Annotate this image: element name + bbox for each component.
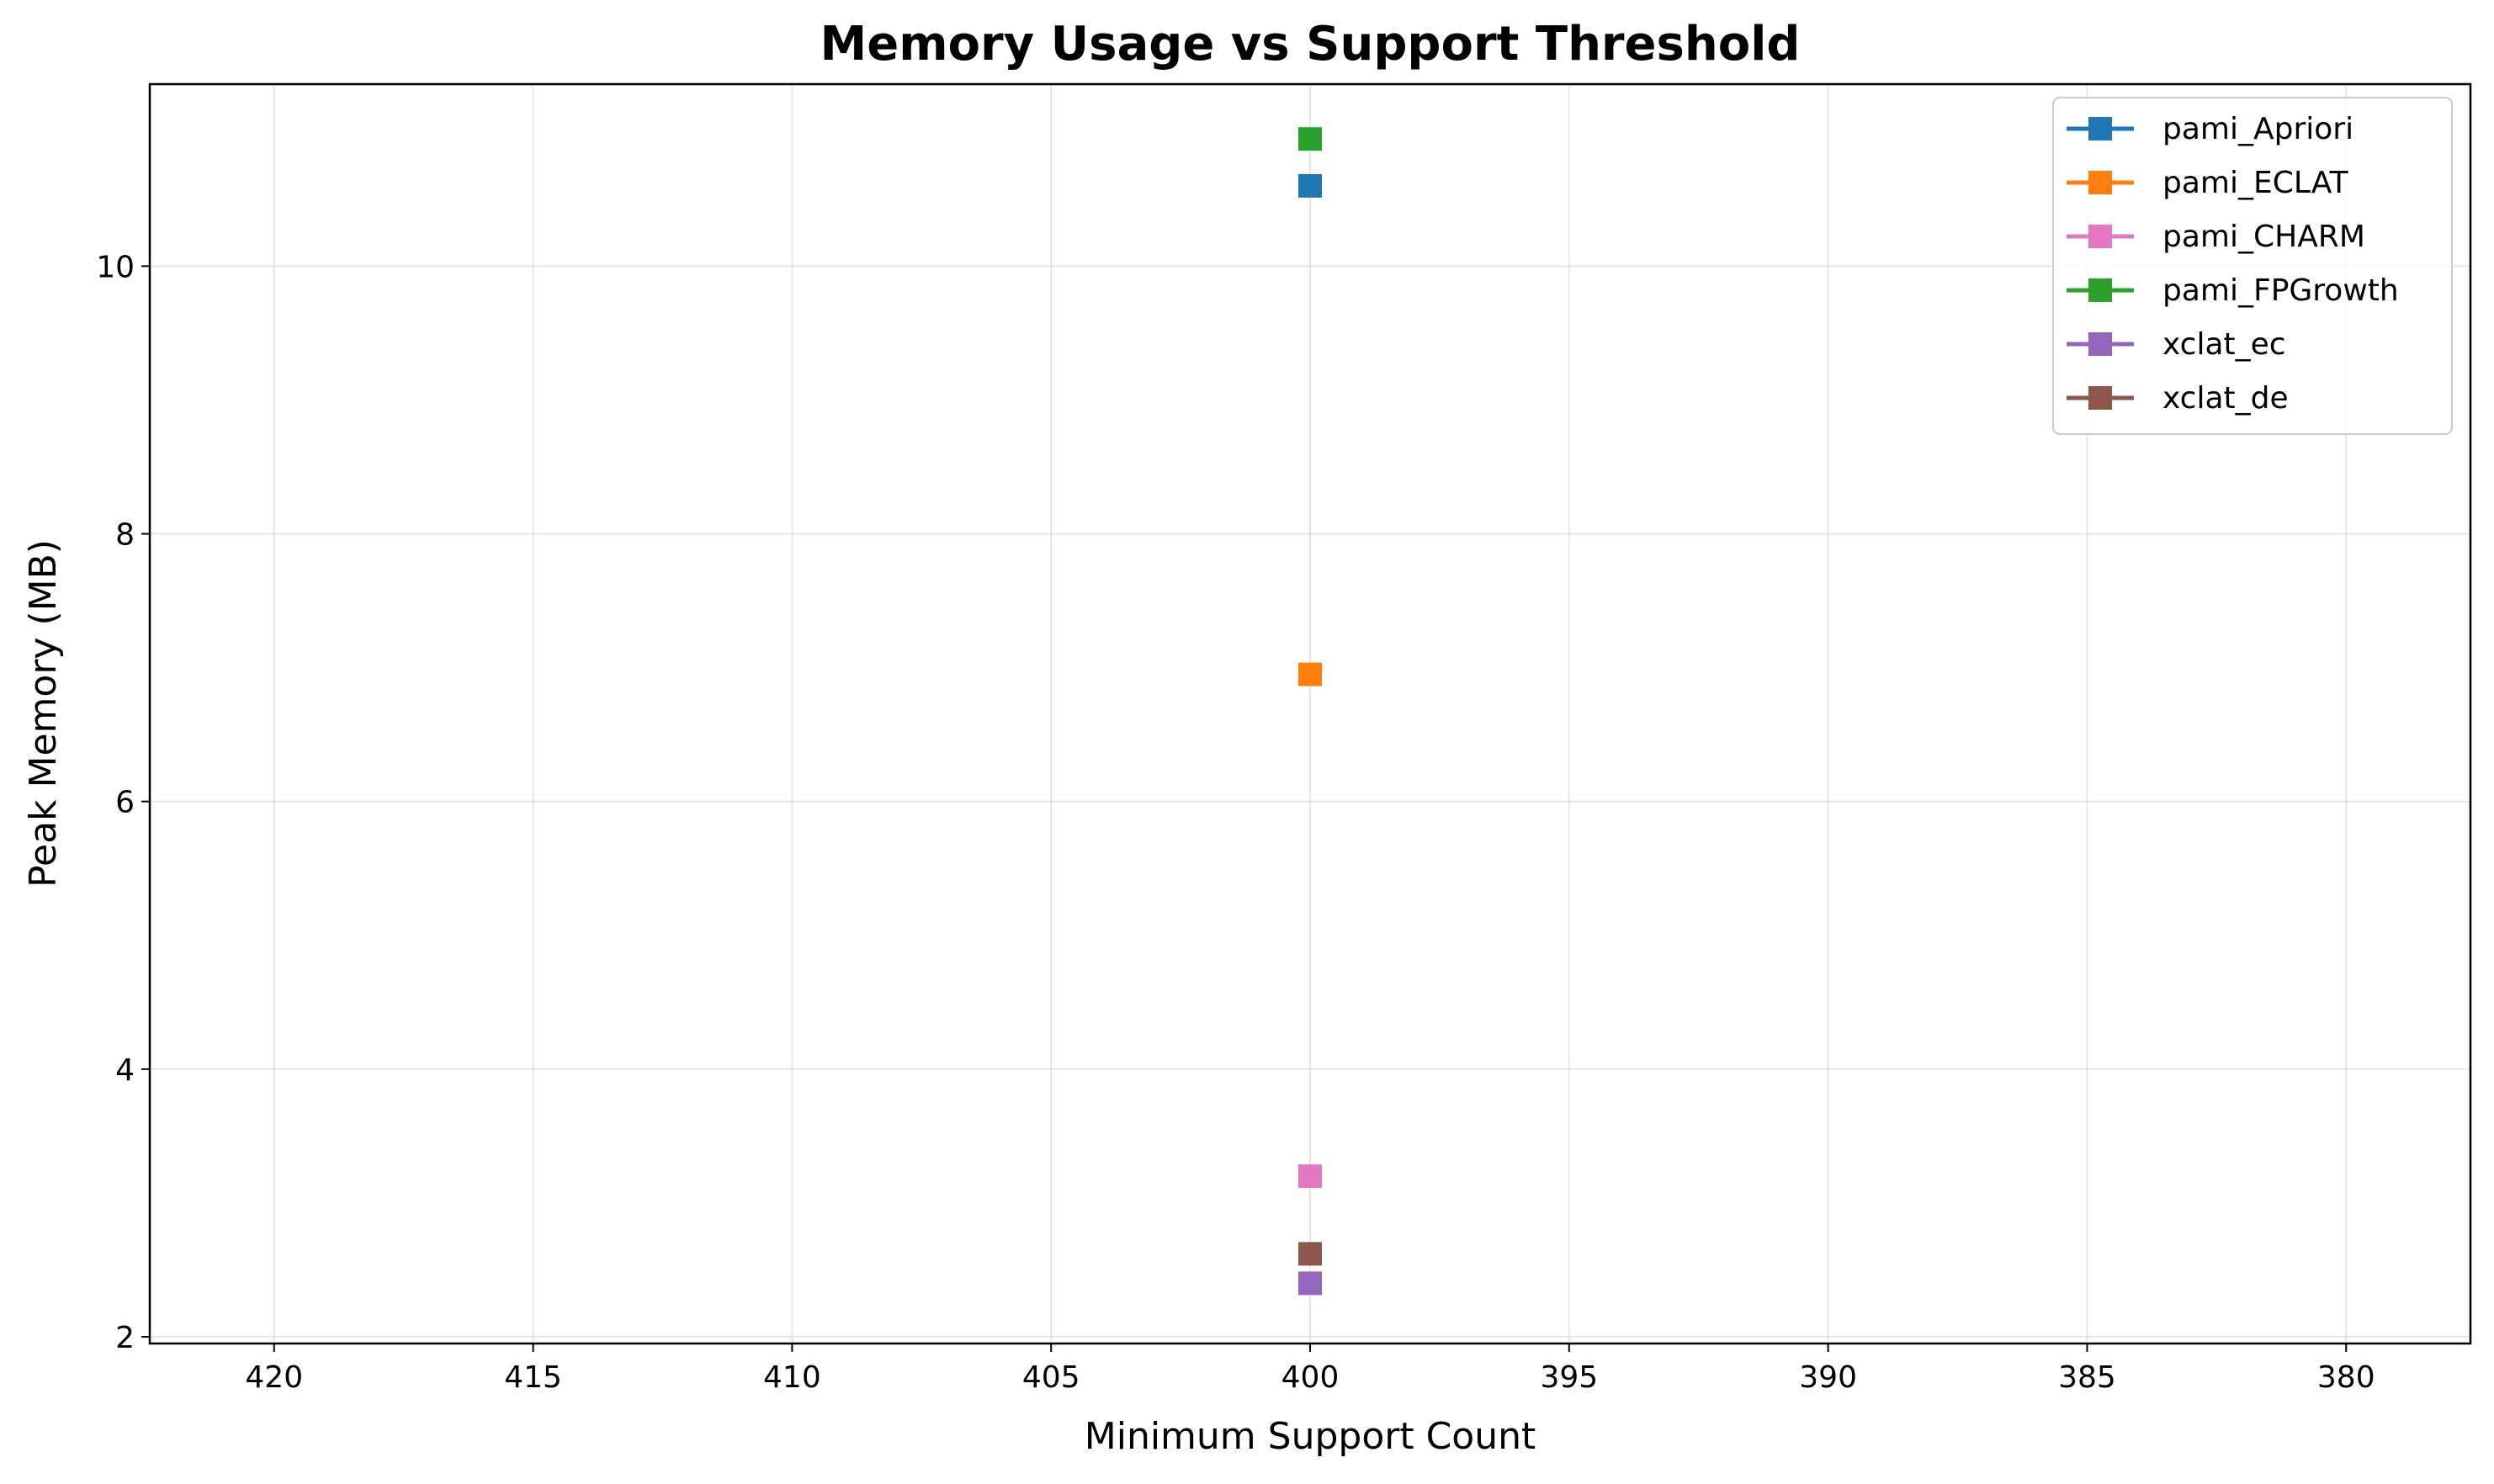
data-point (1298, 173, 1322, 198)
x-tick-label: 395 (1540, 1360, 1598, 1395)
legend-entry: pami_CHARM (2067, 220, 2365, 254)
data-point (1298, 1164, 1322, 1189)
x-tick-label: 390 (1799, 1360, 1857, 1395)
legend-marker (2088, 225, 2112, 248)
x-tick-label: 420 (245, 1360, 303, 1395)
series-xclat_ec (1298, 1271, 1322, 1296)
x-tick-label: 410 (763, 1360, 821, 1395)
x-tick-label: 405 (1022, 1360, 1080, 1395)
y-tick-label: 4 (115, 1053, 135, 1088)
series-pami_ECLAT (1298, 662, 1322, 686)
y-axis-ticks: 2 4 6 8 10 (96, 250, 150, 1355)
series-pami_Apriori (1298, 173, 1322, 198)
x-tick-label: 385 (2058, 1360, 2116, 1395)
legend-entry: xclat_ec (2067, 327, 2286, 362)
x-axis-label: Minimum Support Count (1085, 1415, 1536, 1458)
data-point (1298, 1271, 1322, 1296)
x-axis-ticks: 420 415 410 405 400 395 390 385 380 (245, 1344, 2375, 1395)
series-pami_FPGrowth (1298, 127, 1322, 151)
legend-entry: pami_Apriori (2067, 112, 2353, 146)
data-point (1298, 1242, 1322, 1266)
y-tick-label: 6 (115, 786, 135, 820)
y-axis-label: Peak Memory (MB) (22, 539, 65, 888)
y-tick-label: 8 (115, 518, 135, 553)
legend-label: pami_Apriori (2162, 112, 2353, 146)
legend-marker (2088, 332, 2112, 356)
legend-label: xclat_de (2162, 381, 2289, 416)
legend-label: pami_FPGrowth (2162, 273, 2399, 308)
data-point (1298, 127, 1322, 151)
legend-entry: pami_ECLAT (2067, 166, 2349, 200)
legend: pami_Apriori pami_ECLAT pami_CHARM pami_FPG… (2052, 97, 2453, 435)
legend-marker (2088, 117, 2112, 140)
data-marks (1298, 127, 1322, 1296)
legend-entry: pami_FPGrowth (2067, 273, 2399, 308)
x-tick-label: 380 (2317, 1360, 2375, 1395)
data-point (1298, 662, 1322, 686)
series-pami_CHARM (1298, 1164, 1322, 1189)
legend-entry: xclat_de (2067, 381, 2289, 416)
y-tick-label: 10 (96, 250, 135, 284)
legend-box (2052, 97, 2453, 435)
legend-marker (2088, 171, 2112, 194)
legend-label: xclat_ec (2162, 327, 2286, 362)
series-xclat_de (1298, 1242, 1322, 1266)
legend-marker (2088, 278, 2112, 302)
y-tick-label: 2 (115, 1321, 135, 1355)
legend-label: pami_ECLAT (2162, 166, 2349, 200)
legend-marker (2088, 386, 2112, 410)
x-tick-label: 415 (504, 1360, 562, 1395)
legend-label: pami_CHARM (2162, 220, 2365, 254)
x-tick-label: 400 (1281, 1360, 1340, 1395)
chart-title: Memory Usage vs Support Threshold (820, 17, 1801, 72)
